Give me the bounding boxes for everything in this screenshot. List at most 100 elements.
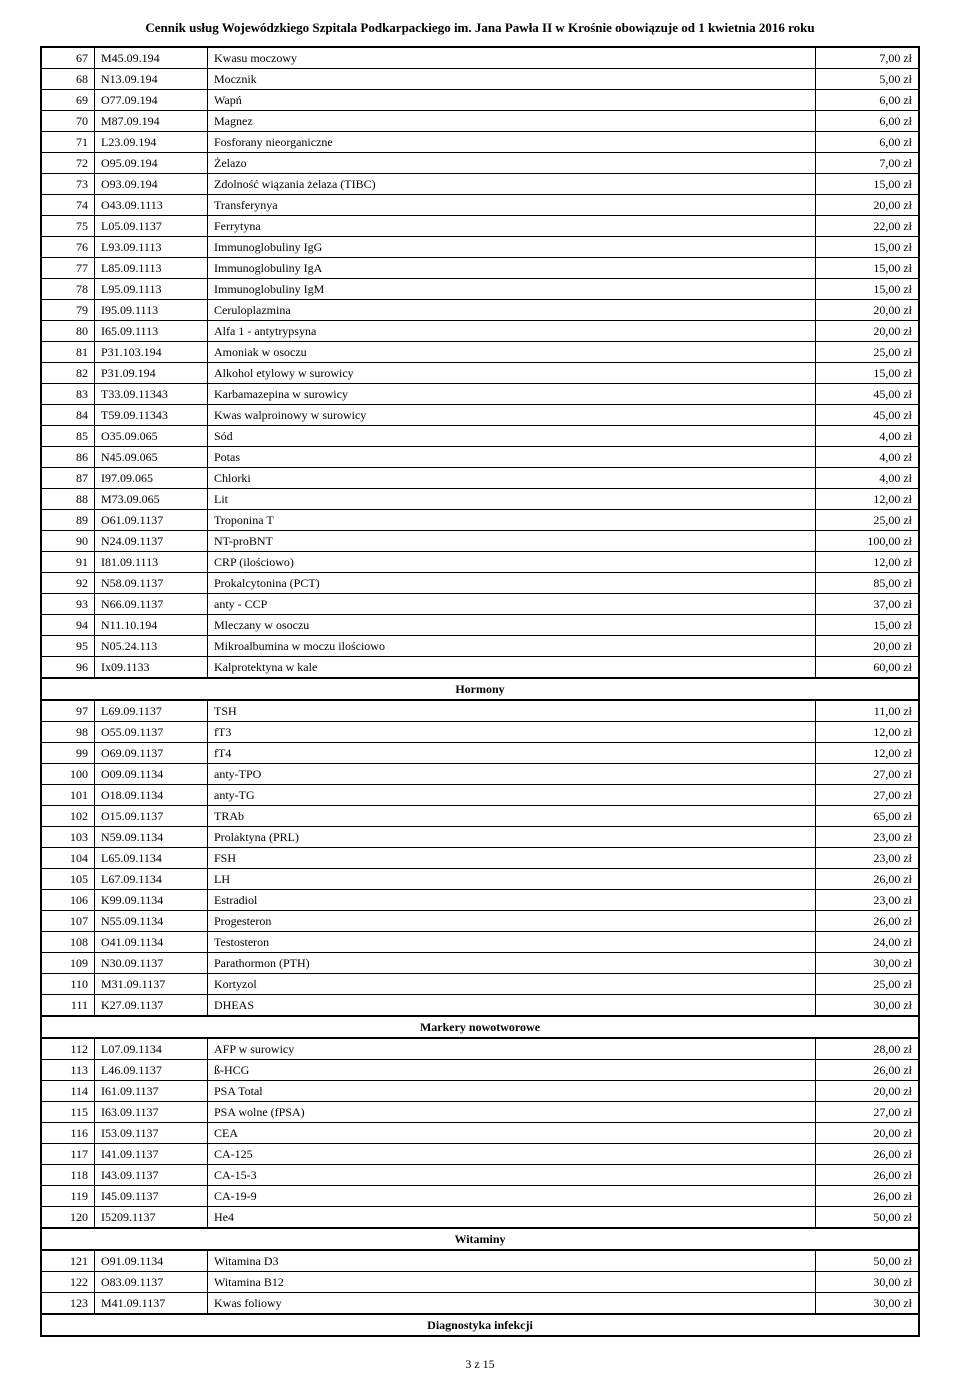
row-price: 26,00 zł bbox=[816, 1186, 920, 1207]
row-price: 26,00 zł bbox=[816, 869, 920, 890]
row-price: 5,00 zł bbox=[816, 69, 920, 90]
table-row: 101O18.09.1134anty-TG27,00 zł bbox=[41, 785, 919, 806]
row-description: Fosforany nieorganiczne bbox=[208, 132, 816, 153]
row-number: 105 bbox=[41, 869, 95, 890]
row-description: Transferynya bbox=[208, 195, 816, 216]
row-price: 26,00 zł bbox=[816, 1060, 920, 1081]
table-row: 72O95.09.194Żelazo7,00 zł bbox=[41, 153, 919, 174]
row-number: 83 bbox=[41, 384, 95, 405]
row-description: Estradiol bbox=[208, 890, 816, 911]
row-price: 26,00 zł bbox=[816, 1165, 920, 1186]
row-description: Kortyzol bbox=[208, 974, 816, 995]
row-code: M45.09.194 bbox=[95, 47, 208, 69]
row-number: 109 bbox=[41, 953, 95, 974]
row-code: M73.09.065 bbox=[95, 489, 208, 510]
row-number: 75 bbox=[41, 216, 95, 237]
row-price: 23,00 zł bbox=[816, 827, 920, 848]
row-price: 20,00 zł bbox=[816, 1123, 920, 1144]
row-price: 15,00 zł bbox=[816, 363, 920, 384]
table-row: 75L05.09.1137Ferrytyna22,00 zł bbox=[41, 216, 919, 237]
row-description: CEA bbox=[208, 1123, 816, 1144]
price-table: 67M45.09.194Kwasu moczowy7,00 zł68N13.09… bbox=[40, 46, 920, 1337]
row-number: 82 bbox=[41, 363, 95, 384]
row-description: Immunoglobuliny IgA bbox=[208, 258, 816, 279]
row-number: 123 bbox=[41, 1293, 95, 1315]
row-number: 100 bbox=[41, 764, 95, 785]
row-description: fT3 bbox=[208, 722, 816, 743]
row-number: 118 bbox=[41, 1165, 95, 1186]
row-description: Prokalcytonina (PCT) bbox=[208, 573, 816, 594]
row-code: O95.09.194 bbox=[95, 153, 208, 174]
row-code: N55.09.1134 bbox=[95, 911, 208, 932]
row-number: 113 bbox=[41, 1060, 95, 1081]
table-row: 109N30.09.1137Parathormon (PTH)30,00 zł bbox=[41, 953, 919, 974]
table-row: 67M45.09.194Kwasu moczowy7,00 zł bbox=[41, 47, 919, 69]
row-code: O61.09.1137 bbox=[95, 510, 208, 531]
row-number: 120 bbox=[41, 1207, 95, 1229]
table-row: 115I63.09.1137PSA wolne (fPSA)27,00 zł bbox=[41, 1102, 919, 1123]
row-code: T33.09.11343 bbox=[95, 384, 208, 405]
table-row: 86N45.09.065Potas4,00 zł bbox=[41, 447, 919, 468]
row-code: N30.09.1137 bbox=[95, 953, 208, 974]
row-description: Potas bbox=[208, 447, 816, 468]
table-row: 118I43.09.1137CA-15-326,00 zł bbox=[41, 1165, 919, 1186]
table-row: 92N58.09.1137Prokalcytonina (PCT)85,00 z… bbox=[41, 573, 919, 594]
row-description: ß-HCG bbox=[208, 1060, 816, 1081]
row-price: 15,00 zł bbox=[816, 174, 920, 195]
row-price: 30,00 zł bbox=[816, 1293, 920, 1315]
table-row: 120I5209.1137He450,00 zł bbox=[41, 1207, 919, 1229]
row-number: 89 bbox=[41, 510, 95, 531]
row-price: 15,00 zł bbox=[816, 237, 920, 258]
row-number: 76 bbox=[41, 237, 95, 258]
row-code: O15.09.1137 bbox=[95, 806, 208, 827]
row-number: 79 bbox=[41, 300, 95, 321]
row-code: I61.09.1137 bbox=[95, 1081, 208, 1102]
row-description: CA-125 bbox=[208, 1144, 816, 1165]
table-row: 84T59.09.11343Kwas walproinowy w surowic… bbox=[41, 405, 919, 426]
table-row: 117I41.09.1137CA-12526,00 zł bbox=[41, 1144, 919, 1165]
row-price: 4,00 zł bbox=[816, 426, 920, 447]
row-number: 116 bbox=[41, 1123, 95, 1144]
row-price: 15,00 zł bbox=[816, 279, 920, 300]
table-row: 70M87.09.194Magnez6,00 zł bbox=[41, 111, 919, 132]
row-code: I81.09.1113 bbox=[95, 552, 208, 573]
table-row: 74O43.09.1113Transferynya20,00 zł bbox=[41, 195, 919, 216]
table-row: 111K27.09.1137DHEAS30,00 zł bbox=[41, 995, 919, 1017]
row-description: LH bbox=[208, 869, 816, 890]
table-row: 83T33.09.11343Karbamazepina w surowicy45… bbox=[41, 384, 919, 405]
table-row: 79I95.09.1113Ceruloplazmina20,00 zł bbox=[41, 300, 919, 321]
row-description: Magnez bbox=[208, 111, 816, 132]
row-code: L93.09.1113 bbox=[95, 237, 208, 258]
table-row: 106K99.09.1134Estradiol23,00 zł bbox=[41, 890, 919, 911]
row-number: 67 bbox=[41, 47, 95, 69]
table-row: 78L95.09.1113Immunoglobuliny IgM15,00 zł bbox=[41, 279, 919, 300]
table-row: 100O09.09.1134anty-TPO27,00 zł bbox=[41, 764, 919, 785]
row-price: 12,00 zł bbox=[816, 743, 920, 764]
row-price: 22,00 zł bbox=[816, 216, 920, 237]
table-row: 85O35.09.065Sód4,00 zł bbox=[41, 426, 919, 447]
row-number: 103 bbox=[41, 827, 95, 848]
row-price: 65,00 zł bbox=[816, 806, 920, 827]
table-row: 113L46.09.1137ß-HCG26,00 zł bbox=[41, 1060, 919, 1081]
row-code: O69.09.1137 bbox=[95, 743, 208, 764]
row-number: 92 bbox=[41, 573, 95, 594]
row-price: 25,00 zł bbox=[816, 510, 920, 531]
row-description: Wapń bbox=[208, 90, 816, 111]
row-code: L95.09.1113 bbox=[95, 279, 208, 300]
row-number: 114 bbox=[41, 1081, 95, 1102]
row-price: 50,00 zł bbox=[816, 1250, 920, 1272]
row-number: 84 bbox=[41, 405, 95, 426]
row-code: I45.09.1137 bbox=[95, 1186, 208, 1207]
row-description: Karbamazepina w surowicy bbox=[208, 384, 816, 405]
table-row: 69O77.09.194Wapń6,00 zł bbox=[41, 90, 919, 111]
row-code: N66.09.1137 bbox=[95, 594, 208, 615]
row-code: L65.09.1134 bbox=[95, 848, 208, 869]
row-number: 99 bbox=[41, 743, 95, 764]
table-row: 110M31.09.1137Kortyzol25,00 zł bbox=[41, 974, 919, 995]
row-description: Alfa 1 - antytrypsyna bbox=[208, 321, 816, 342]
table-row: 99O69.09.1137fT412,00 zł bbox=[41, 743, 919, 764]
row-price: 6,00 zł bbox=[816, 90, 920, 111]
row-price: 27,00 zł bbox=[816, 785, 920, 806]
row-code: Ix09.1133 bbox=[95, 657, 208, 679]
row-description: Lit bbox=[208, 489, 816, 510]
